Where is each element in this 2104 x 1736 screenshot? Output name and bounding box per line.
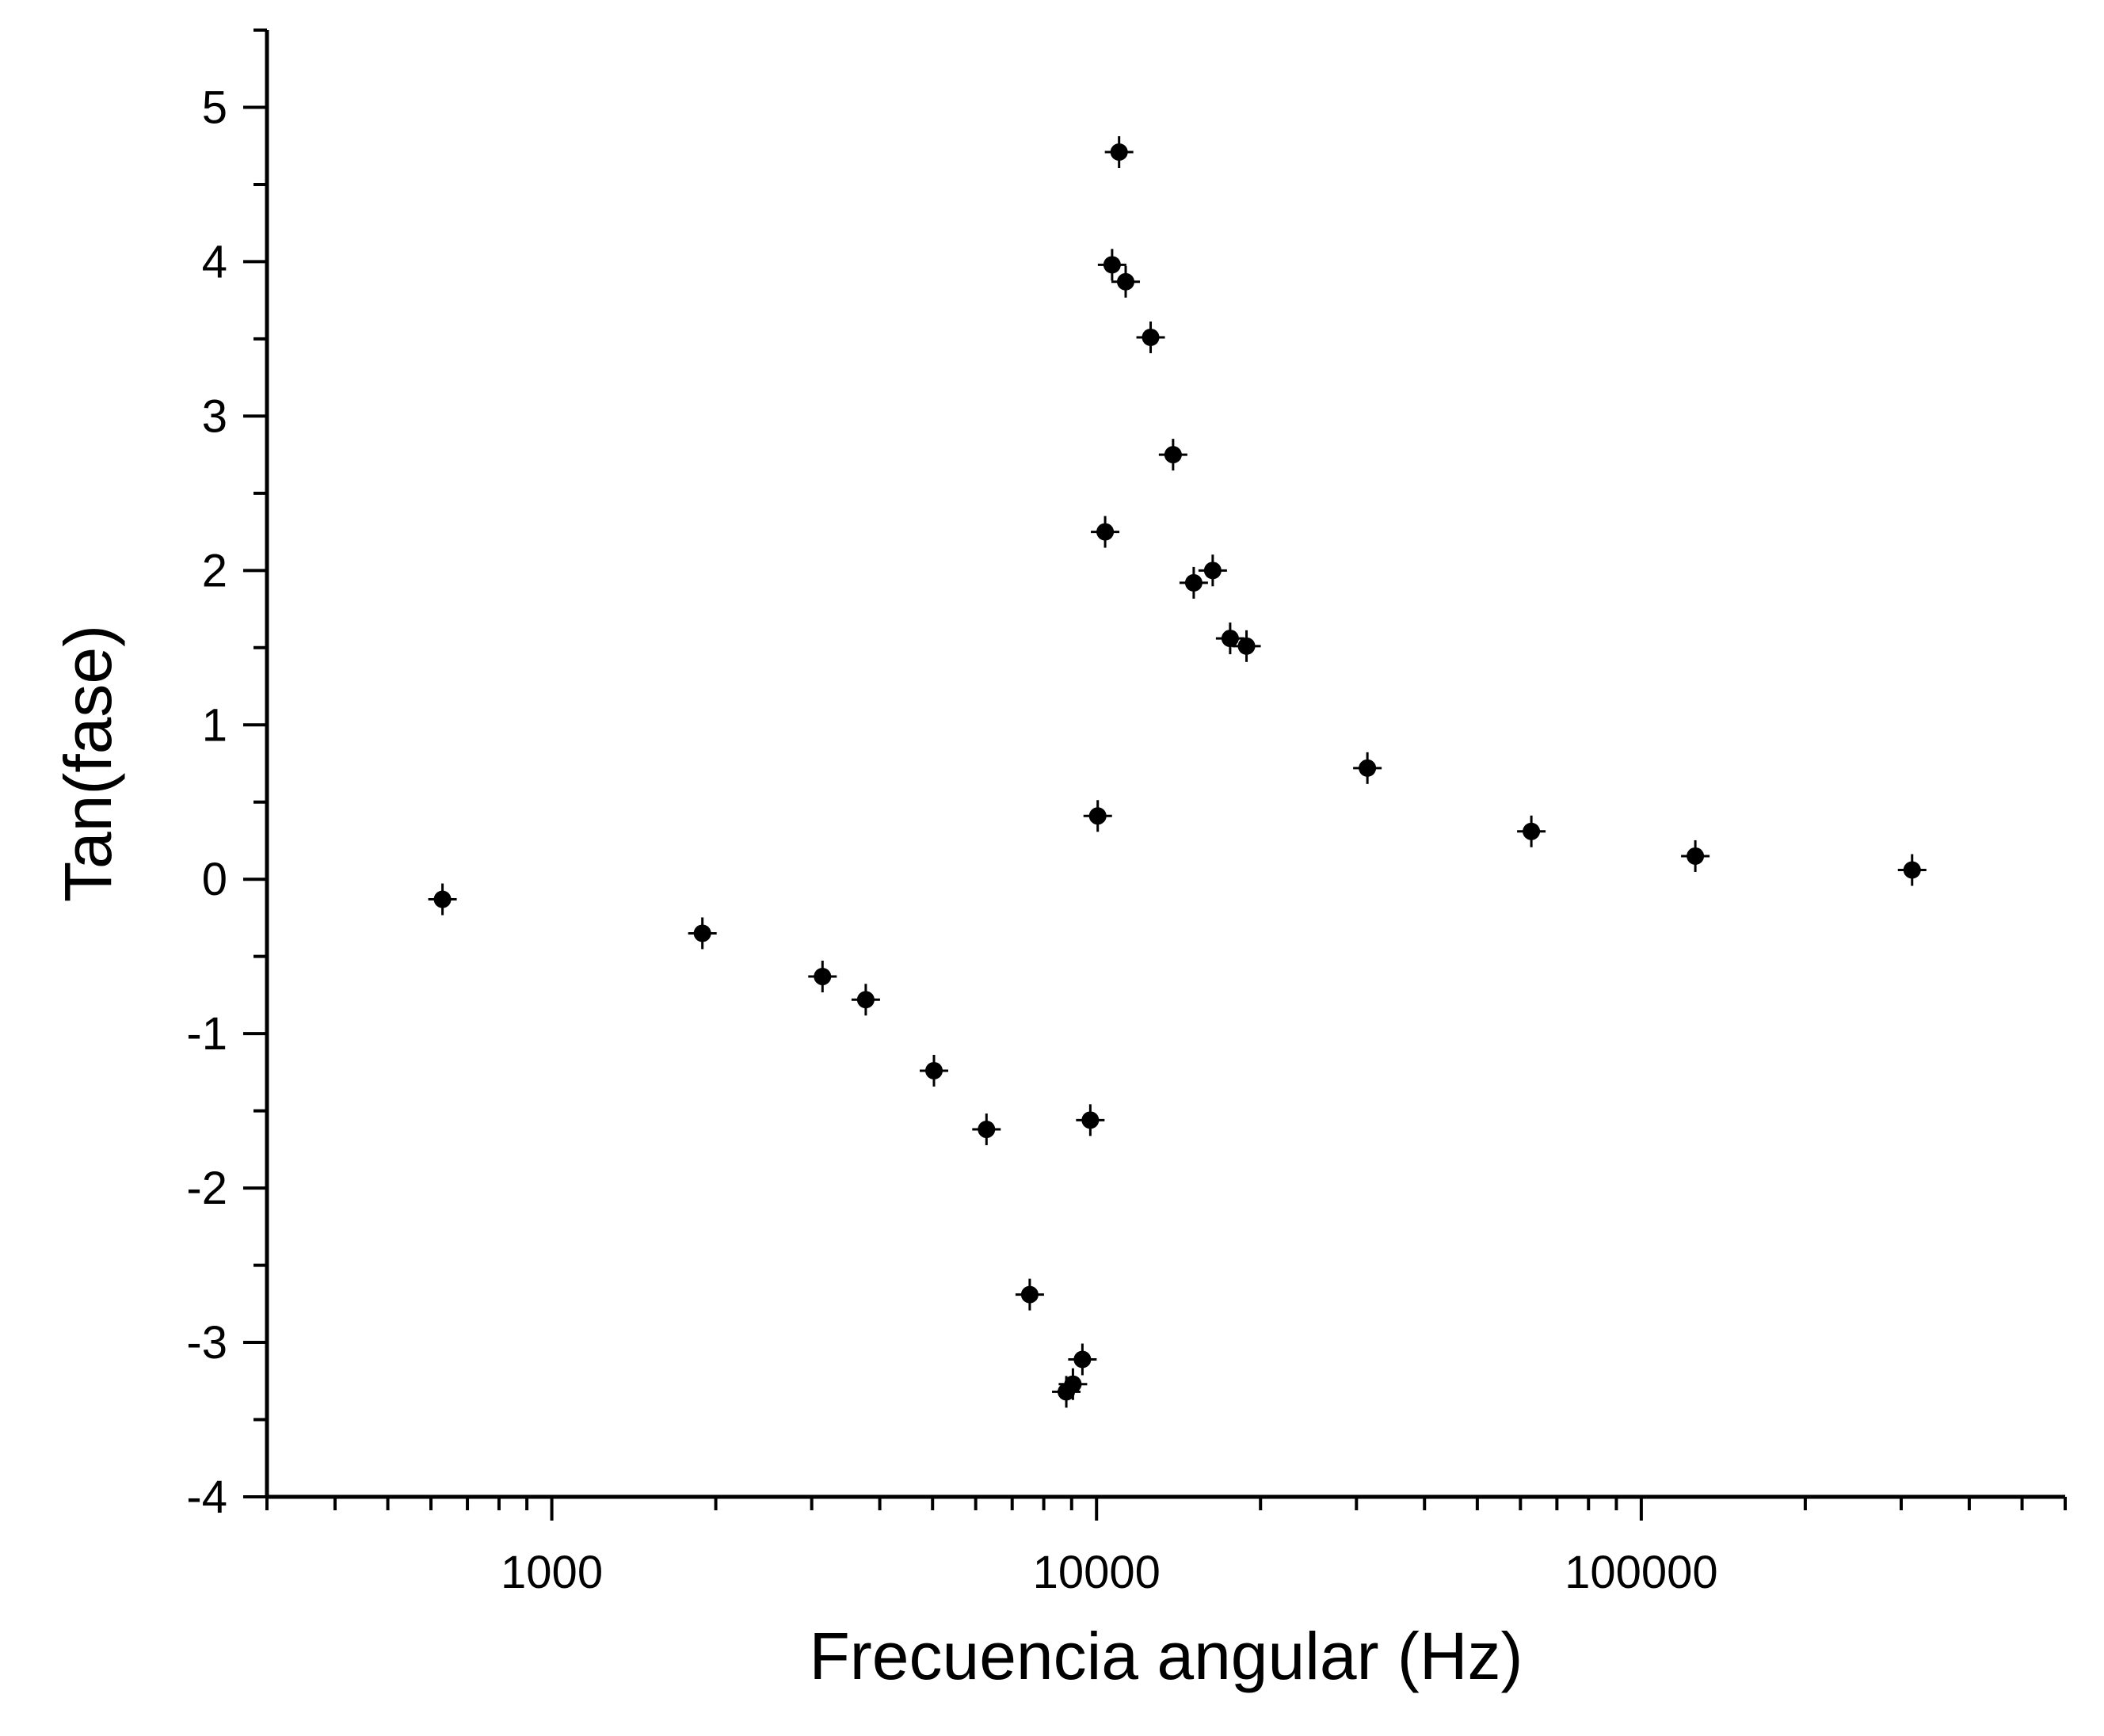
data-points [428,136,1927,1408]
x-axis-tick-labels: 1000 10000 100000 [501,1547,1718,1598]
y-tick-label: -4 [186,1471,227,1523]
y-tick-label: 2 [202,545,227,596]
data-point [1198,554,1227,587]
y-tick-label: 3 [202,390,227,442]
point-marker [1203,562,1222,580]
point-marker [1088,807,1107,825]
y-tick-label: -3 [186,1317,227,1369]
point-marker [1064,1375,1082,1393]
data-point [1076,1104,1105,1136]
x-axis-title: Frecuencia angular (Hz) [809,1619,1523,1693]
data-point [1353,752,1382,784]
data-point [1232,630,1261,662]
point-marker [1523,822,1541,840]
data-point [1215,622,1244,655]
data-point [1104,136,1134,169]
point-marker [433,890,452,908]
y-axis-ticks [243,29,267,1498]
y-tick-label: -2 [186,1163,227,1214]
point-marker [1164,446,1182,464]
data-point [851,984,880,1016]
x-axis-ticks [265,1497,2067,1521]
axes [243,29,2067,1521]
data-point [1179,566,1208,599]
data-point [1158,439,1187,471]
point-marker [1073,1350,1092,1369]
data-point [972,1114,1001,1146]
x-tick-label: 10000 [1033,1547,1161,1598]
y-axis-tick-labels: -4 -3 -2 -1 0 1 2 3 4 5 [186,82,227,1523]
point-marker [1110,143,1128,162]
point-marker [1237,637,1256,655]
y-tick-label: -1 [186,1008,227,1060]
point-marker [1116,272,1134,291]
x-tick-label: 100000 [1565,1547,1718,1598]
data-point [1136,321,1165,353]
data-point [1091,516,1120,548]
data-point [920,1054,949,1087]
data-point [1517,815,1546,847]
point-marker [693,924,711,942]
point-marker [1020,1285,1039,1304]
data-point [1058,1368,1088,1400]
data-point [808,961,837,993]
data-point [428,883,457,916]
data-point [1068,1343,1097,1376]
y-tick-label: 4 [202,236,227,287]
data-point [1015,1278,1044,1311]
point-marker [978,1121,996,1139]
point-marker [1903,861,1921,879]
data-point [688,917,717,950]
data-point [1111,265,1140,298]
point-marker [1184,573,1203,592]
x-tick-label: 1000 [501,1547,603,1598]
point-marker [1687,847,1705,865]
point-marker [1142,328,1160,346]
point-marker [856,991,875,1009]
y-tick-label: 5 [202,82,227,133]
data-point [1083,800,1112,832]
data-point [1097,249,1126,281]
data-point [1681,839,1710,872]
y-tick-label: 0 [202,854,227,905]
point-marker [1096,523,1115,541]
point-marker [925,1061,943,1079]
point-marker [1103,256,1121,274]
point-marker [814,968,832,986]
point-marker [1081,1111,1100,1129]
y-tick-label: 1 [202,699,227,751]
point-marker [1359,759,1377,777]
point-marker [1221,630,1239,648]
data-point [1897,854,1927,886]
y-axis-title: Tan(fase) [51,625,125,902]
